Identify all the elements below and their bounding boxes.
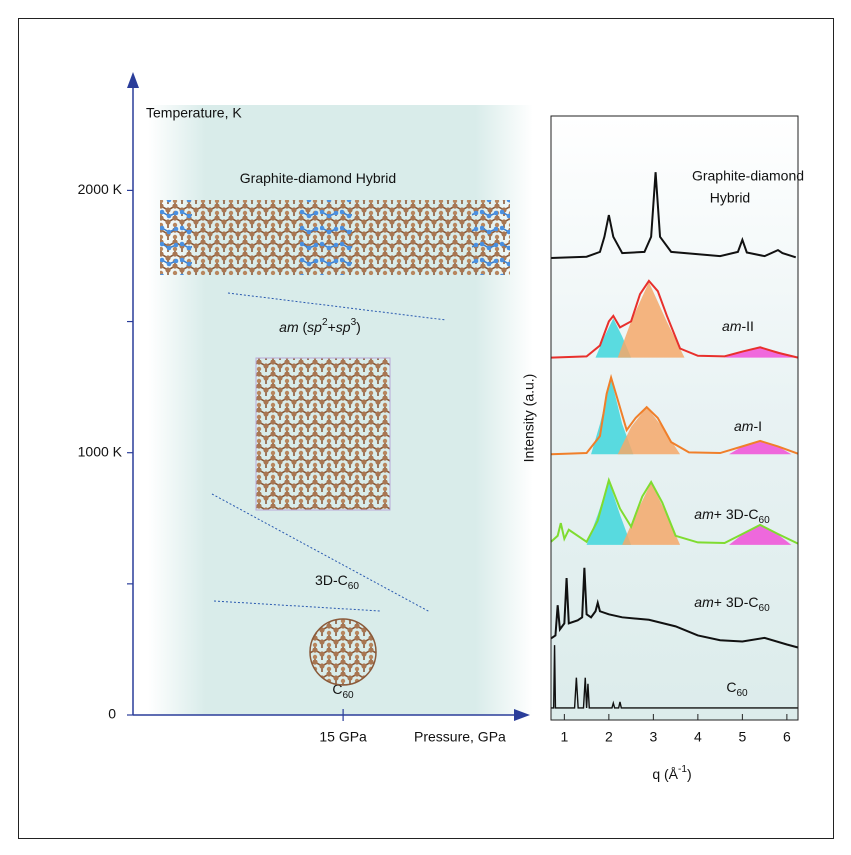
series-label-part: am [722,318,742,334]
fit-area [729,524,792,545]
series-label-part: -I [753,418,762,434]
series-label-part: 60 [758,515,770,526]
x-axis-title: Pressure, GPa [414,729,506,745]
y-axis-title: Intensity (a.u.) [521,374,537,463]
x-tick-label: 1 [560,729,568,745]
fit-area [724,347,796,358]
c60-molecule [309,618,377,686]
series-label-part: 60 [758,603,770,614]
hybrid-sp2 [472,200,510,275]
x-tick-label: 4 [694,729,702,745]
spectrum [550,279,799,359]
phase-label-part: sp [336,319,351,335]
y-axis-title: Temperature, K [146,105,242,121]
fit-area [622,482,681,545]
phase-label-part: Graphite-diamond Hybrid [240,170,396,186]
x-axis-title-part: -1 [678,764,687,775]
series-label: C60 [726,679,748,699]
series-label: am-II [722,318,754,334]
series-label-part: 60 [736,688,748,699]
phase-label-part: 60 [342,690,354,701]
series-label-part: + 3D-C [714,506,759,522]
phase-label-part: am [279,319,299,335]
phase-boundary [211,493,431,613]
phase-label: Graphite-diamond Hybrid [240,170,396,186]
series-label-part: C [726,679,736,695]
series-label: Hybrid [710,190,750,206]
plot-background [551,116,798,720]
series-label: Graphite-diamond [692,168,804,184]
phase-plot: Temperature, K Pressure, GPa 0 1000 K 2000 K… [78,105,506,745]
phase-label: 3D-C60 [315,572,359,592]
x-tick-label: 2 [605,729,613,745]
x-axis-title-part: q (Å [652,766,678,782]
phase-label-part: C [332,681,342,697]
spectrum [550,373,799,456]
x-axis-title: q (Å-1) [652,764,691,782]
fit-area [591,378,634,455]
amorphous-structure [255,357,391,511]
phase-boundary [227,292,447,321]
x-arrow [514,709,530,721]
series-label: am+ 3D-C60 [694,506,770,526]
x-tick-label: 5 [738,729,746,745]
phase-label-part: 2 [322,317,328,328]
x-tick-label: 15 GPa [319,729,367,745]
fit-area [617,407,681,455]
y-tick-label: 2000 K [78,181,123,197]
phase-label-part: ( [299,319,308,335]
phase-label: am (sp2+sp3) [279,317,361,335]
spectrum [550,172,797,259]
phase-label-part: sp [307,319,322,335]
phase-label-part: ) [356,319,361,335]
series-label-part: + 3D-C [714,594,759,610]
y-arrow [127,72,139,88]
fit-area [617,282,685,358]
hybrid-sp2 [160,200,192,275]
x-tick-label: 3 [649,729,657,745]
series-label: am-I [734,418,762,434]
figure-border [18,18,834,839]
x-tick-label: 6 [783,729,791,745]
fit-area [586,481,632,545]
spectrum [550,567,799,649]
y-tick-label: 0 [108,706,116,722]
phase-label-part: + [328,319,336,335]
series-label-part: -II [742,318,754,334]
plot-frame [550,115,799,721]
phase-label-part: 3D-C [315,572,348,588]
series-label-part: am [694,594,714,610]
hybrid-sp2 [300,200,352,275]
phase-label-part: 60 [348,581,360,592]
phase-label-part: 3 [351,317,357,328]
y-tick-label: 1000 K [78,443,123,459]
series-label-part: am [734,418,754,434]
spectra-plot: 1 2 3 4 5 6 Intensity (a.u.) q (Å-1) Graphite-di… [521,168,804,782]
spectrum [551,645,798,709]
spectrum [550,477,799,545]
phase-label: C60 [332,681,354,701]
fit-area [729,440,792,455]
x-axis-title-part: ) [687,766,692,782]
series-label: am+ 3D-C60 [694,594,770,614]
series-label-part: am [694,506,714,522]
